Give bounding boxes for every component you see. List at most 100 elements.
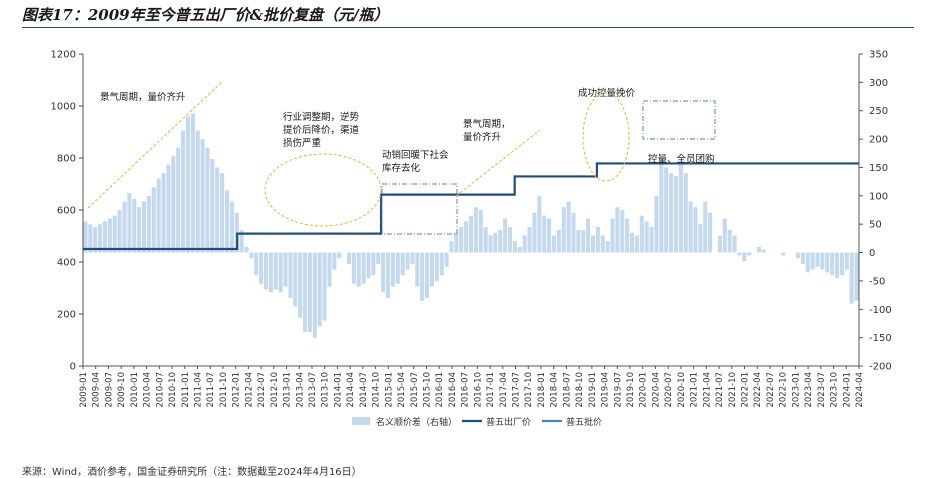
spread-bar — [429, 252, 434, 287]
x-tick-label: 2010-01 — [130, 372, 140, 408]
highlight-ellipse — [582, 92, 630, 182]
spread-bar — [439, 252, 444, 276]
spread-bar — [385, 252, 391, 298]
x-tick-label: 2024-04 — [855, 372, 865, 408]
x-tick-label: 2018-04 — [550, 372, 560, 408]
x-tick-label: 2019-10 — [626, 372, 636, 408]
x-tick-label: 2022-07 — [766, 372, 776, 408]
x-tick-label: 2015-10 — [422, 372, 432, 408]
x-tick-label: 2018-01 — [537, 372, 547, 408]
x-tick-label: 2012-01 — [232, 372, 242, 408]
annotation-text: 景气周期， — [463, 118, 511, 130]
spread-bar — [708, 212, 713, 253]
right-tick-label: -50 — [869, 276, 885, 287]
spread-bar — [600, 235, 605, 253]
spread-bar — [620, 210, 625, 253]
x-tick-label: 2011-10 — [219, 372, 229, 408]
spread-bar — [805, 252, 810, 273]
spread-bar — [444, 252, 449, 267]
x-tick-label: 2009-10 — [117, 372, 127, 408]
spread-bar — [83, 221, 88, 253]
spread-bar — [307, 252, 312, 332]
x-tick-label: 2023-07 — [817, 372, 827, 408]
spread-bar — [112, 215, 117, 253]
spread-bar — [229, 201, 234, 253]
spread-bar — [630, 232, 635, 253]
right-tick-label: -200 — [869, 362, 892, 373]
spread-bar — [132, 198, 137, 253]
spread-bar — [215, 167, 220, 253]
x-tick-label: 2017-04 — [499, 372, 509, 408]
spread-bar — [420, 252, 425, 301]
spread-bar — [556, 229, 561, 253]
spread-bar — [332, 252, 337, 270]
spread-bar — [605, 241, 610, 253]
x-tick-label: 2011-07 — [206, 372, 216, 408]
spread-bar — [93, 227, 98, 253]
spread-bar — [107, 218, 112, 253]
x-tick-label: 2018-10 — [575, 372, 585, 408]
source-note: 来源：Wind，酒价参考，国金证券研究所（注：数据截至2024年4月16日） — [22, 467, 362, 478]
left-tick-label: 1000 — [51, 102, 76, 113]
x-tick-label: 2010-04 — [143, 372, 153, 408]
spread-bar — [195, 130, 200, 253]
x-tick-label: 2014-07 — [359, 372, 369, 408]
right-tick-label: 300 — [869, 78, 888, 89]
spread-bar — [327, 252, 332, 287]
left-tick-label: 800 — [57, 154, 76, 165]
x-tick-label: 2022-10 — [779, 372, 789, 408]
x-tick-label: 2021-01 — [690, 372, 700, 408]
spread-bar — [625, 218, 630, 253]
right-tick-label: 50 — [869, 220, 882, 231]
spread-bar — [166, 164, 171, 253]
spread-bar — [146, 195, 151, 253]
spread-bar — [493, 232, 498, 253]
spread-bar — [273, 252, 278, 290]
spread-bar — [322, 252, 327, 321]
right-tick-label: 0 — [869, 248, 875, 259]
spread-bar — [415, 252, 420, 287]
spread-bar — [590, 235, 596, 253]
title-divider — [22, 27, 914, 28]
spread-bar — [678, 161, 683, 253]
spread-bar — [820, 252, 825, 270]
spread-bar — [405, 252, 410, 270]
spread-bar — [669, 173, 674, 253]
spread-bar — [381, 252, 386, 293]
spread-bar — [576, 229, 581, 253]
x-tick-label: 2021-10 — [728, 372, 738, 408]
trend-arrow — [455, 129, 541, 197]
spread-bar — [854, 252, 859, 301]
x-tick-label: 2016-07 — [461, 372, 471, 408]
spread-bar — [483, 227, 488, 253]
spread-bar — [830, 252, 835, 276]
spread-bar — [498, 229, 503, 253]
spread-bar — [293, 252, 298, 307]
spread-bar — [561, 207, 566, 253]
spread-bar — [488, 235, 493, 253]
x-tick-label: 2014-04 — [346, 372, 356, 408]
spread-bar — [742, 252, 747, 262]
annotation-text: 损伤严重 — [283, 137, 322, 149]
x-tick-label: 2022-01 — [741, 372, 751, 408]
spread-bar — [190, 113, 195, 253]
spread-bar — [176, 147, 181, 253]
x-tick-label: 2023-01 — [791, 372, 801, 408]
trend-arrow — [87, 81, 223, 209]
spread-bar — [737, 252, 742, 256]
spread-bar — [478, 210, 483, 253]
spread-bar — [849, 252, 854, 304]
x-tick-label: 2010-07 — [155, 372, 165, 408]
spread-bar — [303, 252, 308, 332]
spread-bar — [659, 164, 664, 253]
spread-bar — [610, 218, 615, 253]
x-tick-label: 2013-10 — [321, 372, 331, 408]
x-tick-label: 2009-07 — [104, 372, 114, 408]
x-tick-label: 2017-10 — [524, 372, 534, 408]
spread-bar — [156, 178, 161, 253]
spread-bar — [532, 212, 537, 253]
x-tick-label: 2012-07 — [257, 372, 267, 408]
x-tick-label: 2011-01 — [181, 372, 191, 408]
spread-bar — [800, 252, 805, 264]
